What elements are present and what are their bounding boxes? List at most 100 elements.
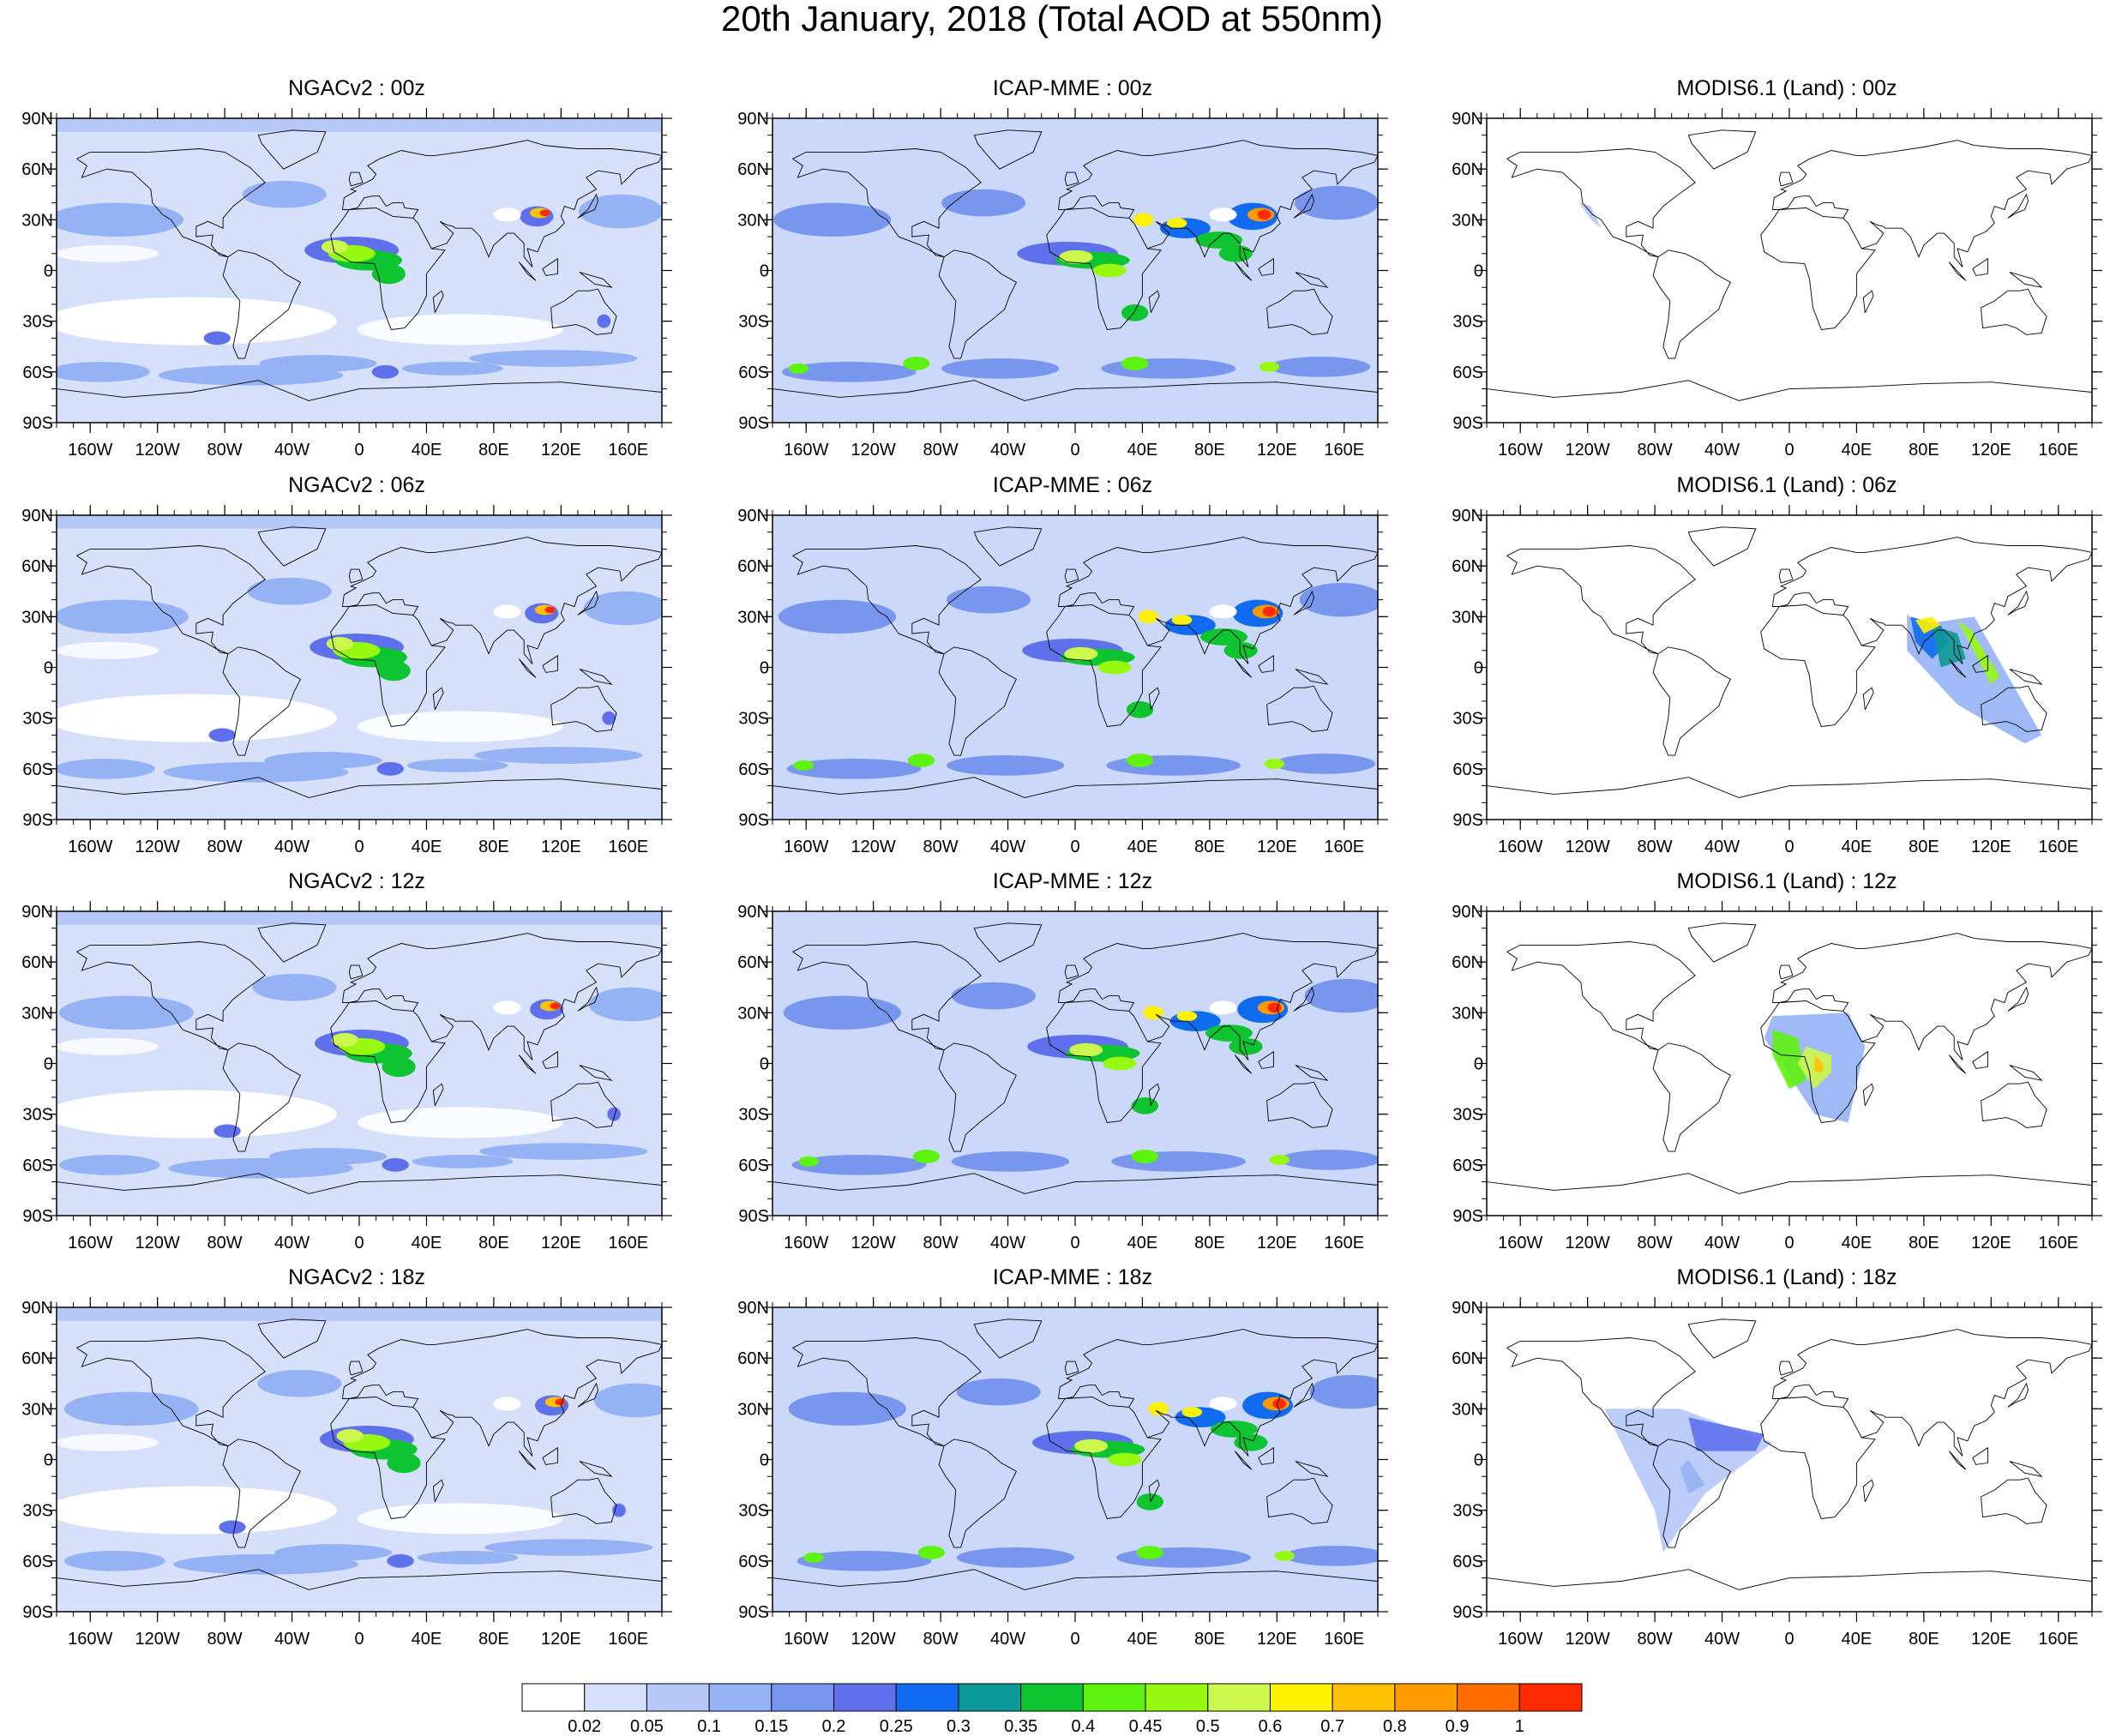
lat-tick-label: 90S [738, 1207, 769, 1226]
lat-tick-label: 30S [738, 1106, 769, 1125]
map-panel-icap-1: ICAP-MME : 06z 160W 120W 80W 40W 0 40E 80E 120E 1… [716, 472, 1429, 856]
lon-tick-label: 40E [412, 441, 442, 460]
lon-tick-label: 120W [1566, 838, 1610, 856]
lat-tick-label: 90N [737, 507, 769, 526]
panel-title: NGACv2 : 12z [288, 869, 425, 893]
lon-tick-label: 0 [1070, 838, 1079, 856]
coastlines [57, 526, 662, 798]
colorbar-label: 0.35 [1004, 1717, 1037, 1735]
lon-tick-label: 40E [412, 1234, 442, 1252]
map-plot: 160W 120W 80W 40W 0 40E 80E 120E 160E 90N 60N 30N 0 3… [21, 1297, 672, 1649]
lat-tick-label: 60N [737, 1349, 769, 1368]
lon-tick-label: 80E [478, 1234, 509, 1252]
colorbar-swatch [1207, 1683, 1271, 1712]
colorbar-swatch [895, 1683, 959, 1712]
lat-tick-label: 60S [738, 1156, 769, 1175]
lon-tick-label: 160W [784, 1234, 828, 1252]
lon-tick-label: 80E [1194, 441, 1225, 460]
colorbar-swatch [708, 1683, 772, 1712]
lon-tick-label: 160W [68, 1234, 112, 1252]
lat-tick-label: 0 [1474, 1055, 1483, 1074]
lon-tick-label: 120W [1566, 441, 1610, 460]
lat-tick-label: 90S [738, 414, 769, 433]
aod-colorbar: 0.02 0.05 0.1 0.15 0.2 0.25 0.3 0.35 0.4 0.45 0.5 0… [521, 1683, 1583, 1735]
lon-tick-label: 80E [478, 838, 509, 856]
lon-tick-label: 160E [1324, 1234, 1364, 1252]
colorbar-swatch [1145, 1683, 1209, 1712]
map-panel-ngac-3: NGACv2 : 18z 160W 120W 80W 40W 0 40E 80E 120E 160… [0, 1264, 713, 1649]
lat-tick-label: 0 [44, 262, 53, 281]
lon-tick-label: 0 [1784, 1630, 1794, 1649]
lon-tick-label: 40W [1704, 1630, 1740, 1649]
lat-tick-label: 60S [1452, 363, 1483, 382]
lat-tick-label: 0 [760, 1055, 769, 1074]
lat-tick-label: 60N [21, 557, 53, 576]
panel-title: NGACv2 : 06z [288, 473, 425, 497]
lat-tick-label: 60N [737, 160, 769, 179]
lon-tick-label: 120E [1971, 1630, 2011, 1649]
lon-tick-label: 120E [1257, 838, 1297, 856]
lat-tick-label: 30N [1452, 1004, 1483, 1023]
lon-tick-label: 160E [1324, 1630, 1364, 1649]
lat-tick-label: 60S [1452, 1553, 1483, 1571]
lat-tick-label: 0 [760, 1451, 769, 1470]
lat-tick-label: 90N [737, 110, 769, 129]
lat-tick-label: 60N [737, 953, 769, 972]
lon-tick-label: 0 [354, 838, 364, 856]
lat-tick-label: 30S [1452, 710, 1483, 729]
lon-tick-label: 40W [990, 441, 1025, 460]
lon-tick-label: 120E [541, 1234, 581, 1252]
lat-tick-label: 0 [44, 1055, 53, 1074]
colorbar-label: 0.25 [880, 1717, 913, 1735]
coastlines [1487, 1319, 2092, 1590]
lon-tick-label: 120W [851, 838, 896, 856]
map-panel-modis-3: MODIS6.1 (Land) : 18z 160W 120W 80W 40W 0 40E 8… [1430, 1264, 2104, 1649]
lat-tick-label: 90N [21, 507, 53, 526]
lat-tick-label: 30N [1452, 211, 1483, 230]
lat-tick-label: 90N [1452, 110, 1483, 129]
lon-tick-label: 80E [478, 1630, 509, 1649]
lon-tick-label: 120W [135, 838, 180, 856]
lat-tick-label: 60N [1452, 160, 1483, 179]
colorbar-swatch [1457, 1683, 1520, 1712]
colorbar-swatch [958, 1683, 1022, 1712]
lat-tick-label: 30S [22, 710, 53, 729]
colorbar-label: 0.9 [1446, 1717, 1470, 1735]
map-plot: 160W 120W 80W 40W 0 40E 80E 120E 160E 90N 60N 30N 0 3… [1452, 505, 2102, 856]
colorbar-label: 1 [1515, 1717, 1524, 1735]
map-panel-ngac-0: NGACv2 : 00z 160W 120W 80W 40W 0 40E 80E 120E 160… [0, 75, 713, 460]
panel-title: MODIS6.1 (Land) : 12z [1676, 869, 1897, 893]
lon-tick-label: 120E [541, 1630, 581, 1649]
lat-tick-label: 90S [1452, 1603, 1483, 1622]
lon-tick-label: 160E [2038, 1234, 2078, 1252]
lon-tick-label: 40W [1704, 441, 1740, 460]
main-title: 20th January, 2018 (Total AOD at 550nm) [721, 0, 1383, 39]
lon-tick-label: 80W [923, 1234, 959, 1252]
lon-tick-label: 120W [851, 1630, 896, 1649]
map-panel-modis-2: MODIS6.1 (Land) : 12z 160W 120W 80W 40W 0 40E 8… [1430, 868, 2104, 1252]
colorbar-swatch [771, 1683, 835, 1712]
lat-tick-label: 60S [738, 363, 769, 382]
lat-tick-label: 0 [1474, 262, 1483, 281]
lon-tick-label: 160E [608, 1630, 648, 1649]
lon-tick-label: 80W [207, 1630, 243, 1649]
lon-tick-label: 40W [990, 1630, 1025, 1649]
lon-tick-label: 80E [1909, 1630, 1939, 1649]
lat-tick-label: 30N [737, 1400, 769, 1419]
lat-tick-label: 60N [21, 1349, 53, 1368]
lon-tick-label: 40W [1704, 1234, 1740, 1252]
map-panel-icap-3: ICAP-MME : 18z 160W 120W 80W 40W 0 40E 80E 120E 1… [716, 1264, 1429, 1649]
lat-tick-label: 90N [1452, 903, 1483, 922]
lat-tick-label: 30N [737, 608, 769, 627]
lat-tick-label: 90N [737, 1299, 769, 1318]
lat-tick-label: 30N [737, 211, 769, 230]
lat-tick-label: 30N [1452, 608, 1483, 627]
coastlines [1487, 526, 2092, 798]
lat-tick-label: 60N [1452, 1349, 1483, 1368]
map-plot: 160W 120W 80W 40W 0 40E 80E 120E 160E 90N 60N 30N 0 3… [21, 505, 672, 856]
lat-tick-label: 0 [44, 659, 53, 678]
lon-tick-label: 120W [1566, 1234, 1610, 1252]
lon-tick-label: 120E [1971, 838, 2011, 856]
coastlines [57, 1319, 662, 1590]
lon-tick-label: 80W [1638, 1234, 1673, 1252]
